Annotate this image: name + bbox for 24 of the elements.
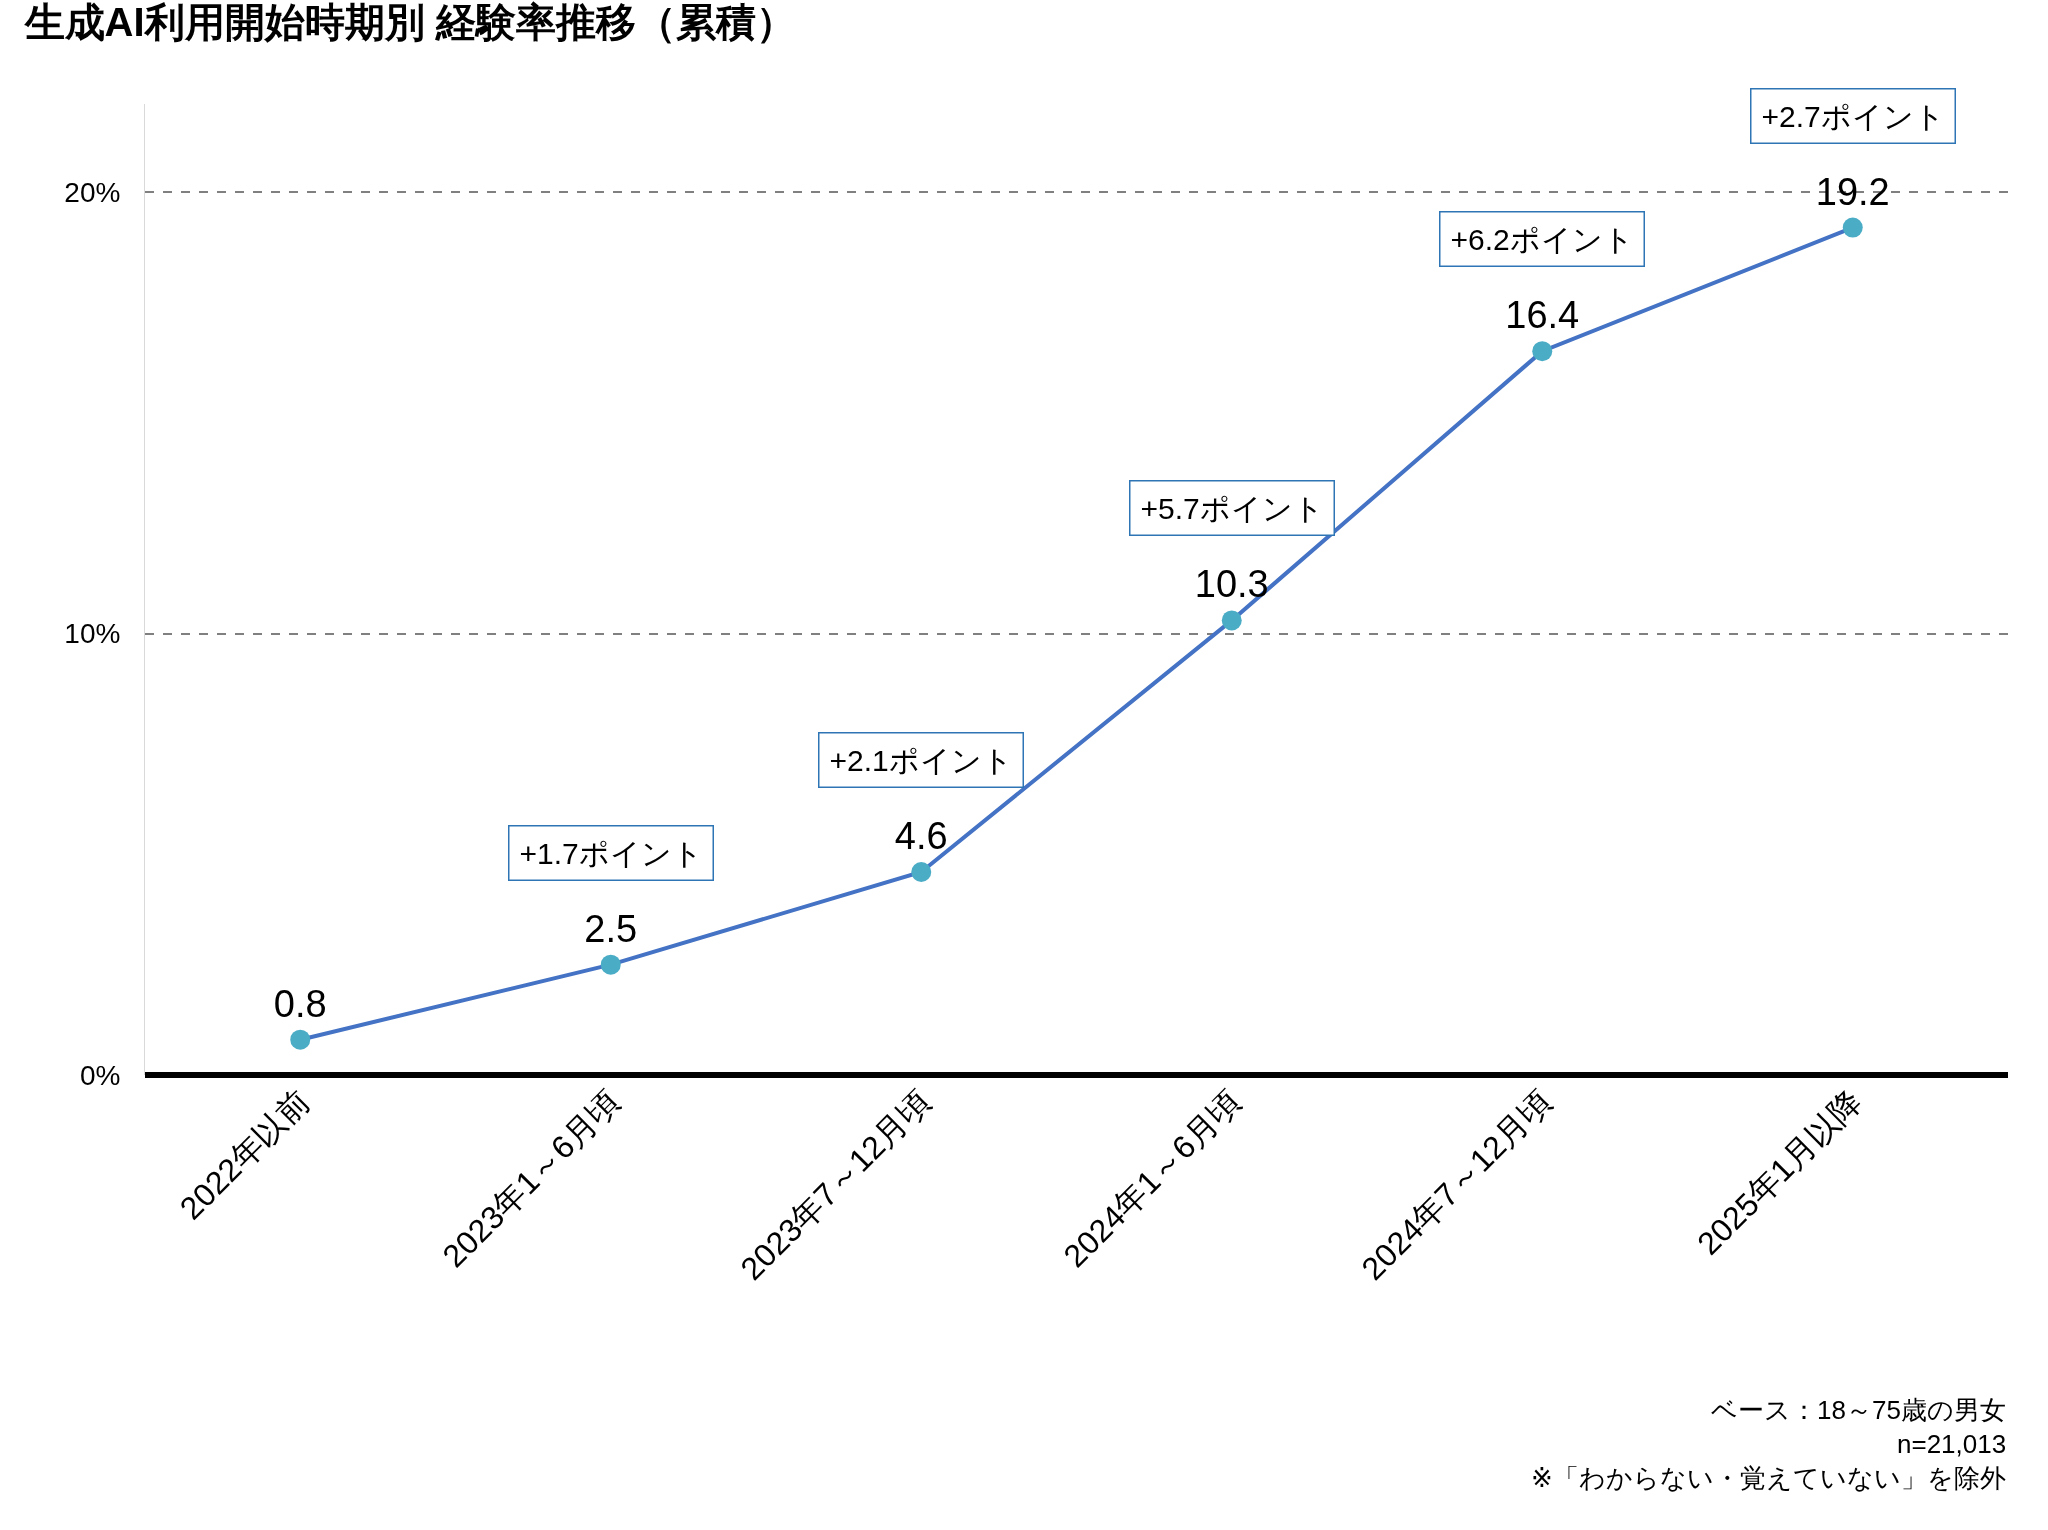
annotation: +5.7ポイント <box>1140 491 1324 525</box>
point <box>290 1029 311 1050</box>
point <box>600 954 621 975</box>
data-label: 16.4 <box>1505 294 1580 337</box>
annotation: +2.7ポイント <box>1761 99 1945 133</box>
point <box>1532 341 1553 362</box>
data-label: 10.3 <box>1194 563 1269 606</box>
data-label: 19.2 <box>1815 170 1890 213</box>
data-label: 2.5 <box>584 907 638 950</box>
annotation: +2.1ポイント <box>829 743 1013 777</box>
chart-title: 生成AI利用開始時期別 経験率推移（累積） <box>23 0 796 44</box>
y-tick-label: 10% <box>64 618 121 650</box>
annotation: +6.2ポイント <box>1450 222 1634 256</box>
data-label: 4.6 <box>894 814 948 857</box>
annotation: +1.7ポイント <box>519 836 703 870</box>
point <box>1221 610 1242 631</box>
y-tick-label: 0% <box>79 1059 121 1091</box>
text: ベース：18～75歳の男女 <box>1711 1395 2006 1425</box>
data-label: 0.8 <box>273 982 327 1025</box>
text: ※「わからない・覚えていない」を除外 <box>1531 1463 2006 1493</box>
text: n=21,013 <box>1897 1429 2007 1459</box>
point <box>911 861 932 882</box>
y-tick-label: 20% <box>64 177 121 209</box>
point <box>1842 217 1863 238</box>
